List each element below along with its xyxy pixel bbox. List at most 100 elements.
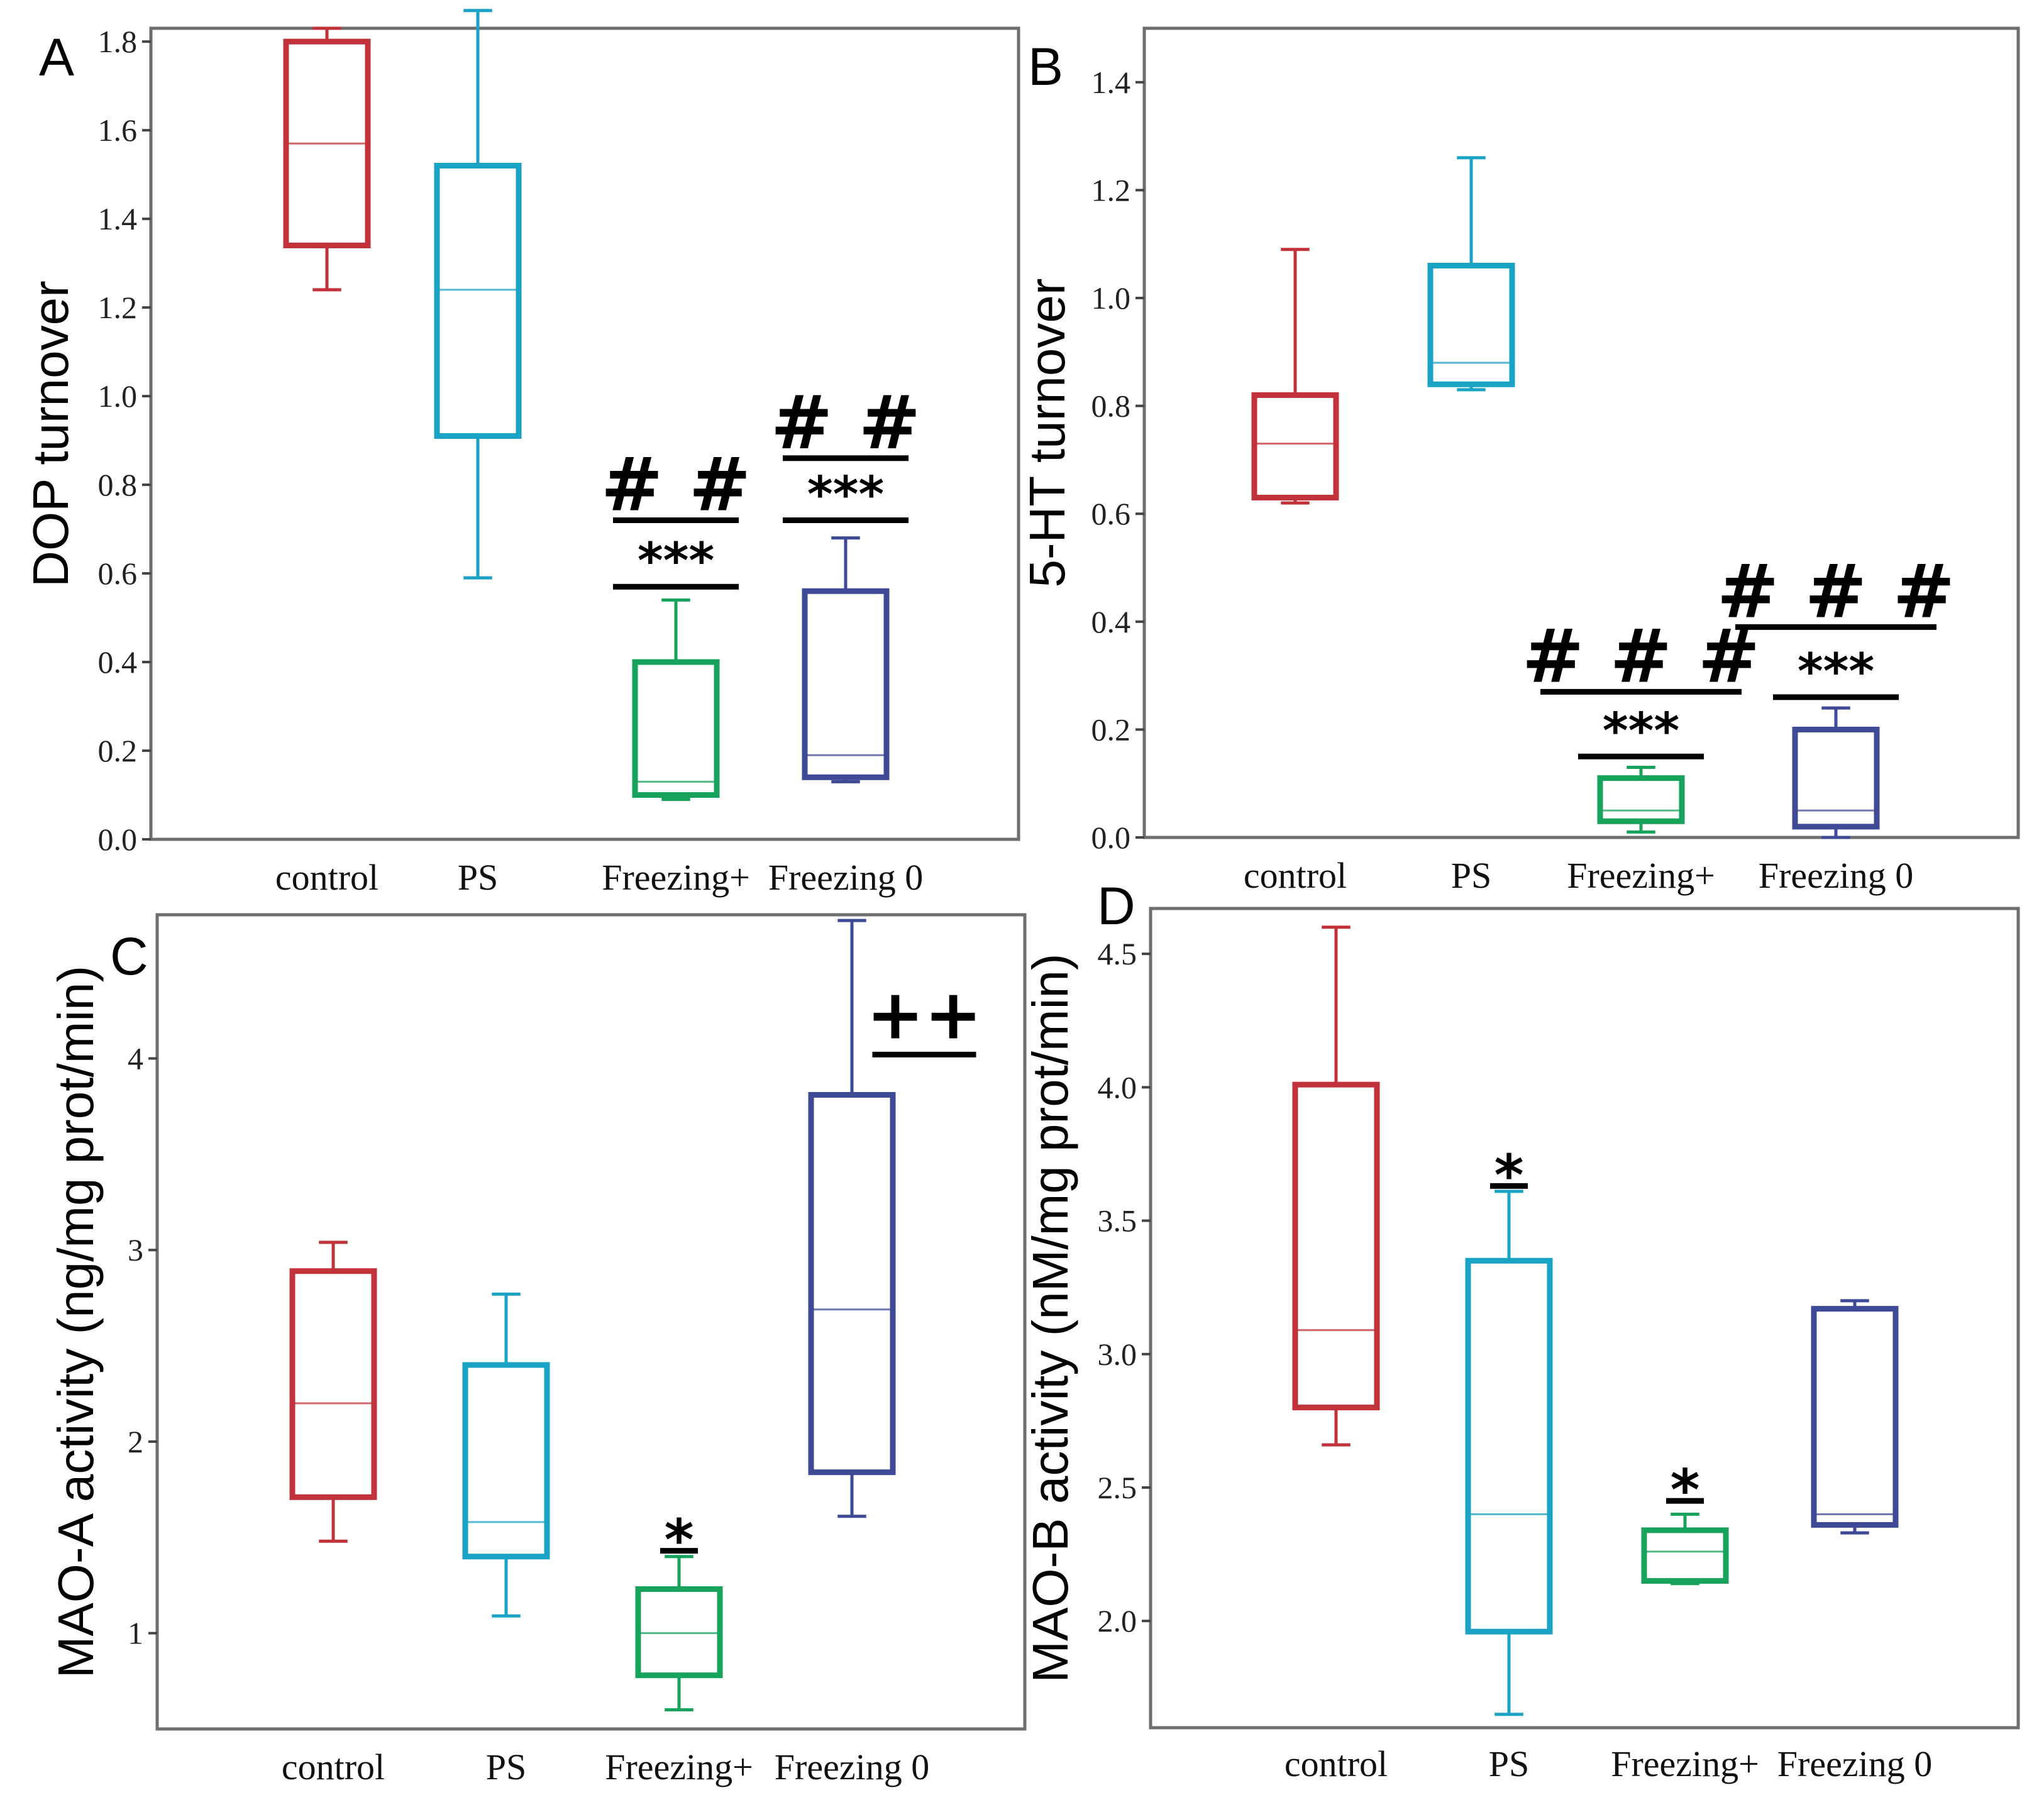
panel-d: D 2.0 2.5 3.0 3.5 4.0 4.5 MAO-B activity (nM/mg… xyxy=(1022,876,2020,1784)
sig-hash-freezingplus: # # xyxy=(601,441,751,527)
sig-star-freezingplus: * xyxy=(660,1508,698,1574)
x-tick-label-freezing-0: Freezing 0 xyxy=(1777,1743,1932,1784)
y-tick-label: 1.0 xyxy=(98,378,138,414)
box-freezingplus xyxy=(632,598,720,802)
y-tick-label: 0.6 xyxy=(98,556,138,591)
y-tick-label: 1.4 xyxy=(1091,65,1131,100)
panel-letter: A xyxy=(39,28,74,87)
y-tick-label: 0.0 xyxy=(1091,820,1131,855)
sig-hash-freezingplus: # # # xyxy=(1522,612,1760,699)
y-tick-label: 0.8 xyxy=(98,467,138,502)
y-axis-title: 5-HT turnover xyxy=(1019,278,1075,587)
y-axis-title: DOP turnover xyxy=(23,280,79,587)
x-tick-label-freezingplus: Freezing+ xyxy=(1611,1743,1759,1784)
sig-hash-freezing-0: # # # xyxy=(1717,548,1955,634)
y-tick-label: 0.8 xyxy=(1091,389,1131,424)
iqr-box xyxy=(632,659,720,798)
sig-label: *** xyxy=(1798,644,1874,700)
box-freezing-0 xyxy=(808,919,896,1518)
x-tick-label-ps: PS xyxy=(1489,1743,1530,1784)
x-tick-label-control: control xyxy=(1244,855,1347,896)
x-tick-label-control: control xyxy=(1284,1743,1388,1784)
iqr-box xyxy=(1292,1081,1380,1411)
sig-label: # # xyxy=(601,441,751,527)
iqr-box xyxy=(1811,1306,1899,1528)
y-tick-label: 3.0 xyxy=(1098,1337,1137,1372)
x-tick-label-freezingplus: Freezing+ xyxy=(1567,855,1715,896)
box-ps xyxy=(434,9,522,580)
iqr-box xyxy=(1792,726,1880,830)
iqr-box xyxy=(462,1362,550,1560)
x-tick-label-freezingplus: Freezing+ xyxy=(605,1747,753,1787)
x-tick-label-freezing-0: Freezing 0 xyxy=(768,857,923,898)
box-control xyxy=(1251,248,1339,505)
plot-frame xyxy=(1142,26,2020,839)
sig-star-ps: * xyxy=(1490,1142,1528,1208)
box-control xyxy=(289,1240,377,1543)
sig-label: # # xyxy=(771,379,921,466)
box-ps xyxy=(462,1292,550,1618)
y-tick-label: 0.2 xyxy=(1091,712,1131,747)
iqr-box xyxy=(808,1091,896,1476)
panel-letter: C xyxy=(110,927,148,986)
x-tick-label-ps: PS xyxy=(1451,855,1492,896)
sig-label: * xyxy=(1670,1457,1699,1523)
panel-letter: B xyxy=(1028,37,1063,96)
sig-plus-freezing-0: ++ xyxy=(866,974,982,1057)
sig-star-freezingplus: * xyxy=(1666,1457,1704,1523)
box-freezingplus xyxy=(1641,1512,1729,1586)
box-freezing-0 xyxy=(1792,706,1880,839)
y-tick-label: 0.4 xyxy=(1091,604,1131,639)
y-tick-label: 1.0 xyxy=(1091,280,1131,316)
sig-label: ++ xyxy=(866,974,982,1054)
x-tick-label-control: control xyxy=(282,1747,385,1787)
x-tick-label-freezing-0: Freezing 0 xyxy=(1759,855,1913,896)
x-tick-label-freezingplus: Freezing+ xyxy=(602,857,750,898)
box-control xyxy=(283,26,371,292)
iqr-box xyxy=(1641,1527,1729,1584)
sig-label: *** xyxy=(807,467,884,523)
iqr-box xyxy=(1251,392,1339,500)
x-tick-label-freezing-0: Freezing 0 xyxy=(775,1747,929,1787)
y-tick-label: 1 xyxy=(128,1616,143,1651)
x-tick-label-control: control xyxy=(275,857,378,898)
sig-label: # # # xyxy=(1522,612,1760,699)
iqr-box xyxy=(289,1268,377,1500)
y-tick-label: 0.4 xyxy=(98,644,138,680)
y-tick-label: 1.2 xyxy=(1091,172,1131,207)
box-freezing-0 xyxy=(1811,1299,1899,1535)
box-freezing-0 xyxy=(802,536,890,783)
y-tick-label: 0.6 xyxy=(1091,496,1131,531)
y-tick-label: 0.2 xyxy=(98,733,138,768)
iqr-box xyxy=(1597,775,1685,824)
y-tick-label: 2 xyxy=(128,1424,143,1459)
plot-frame xyxy=(155,913,1027,1731)
iqr-box xyxy=(1427,263,1515,387)
y-tick-label: 1.2 xyxy=(98,290,138,325)
box-ps xyxy=(1427,156,1515,392)
x-tick-label-ps: PS xyxy=(486,1747,527,1787)
plot-frame xyxy=(1149,907,2020,1730)
panel-c: C 1 2 3 4 MAO-A activity (ng/mg prot/min) cont… xyxy=(48,913,1027,1787)
x-tick-label-ps: PS xyxy=(458,857,499,898)
sig-label: *** xyxy=(638,533,714,590)
y-tick-label: 1.6 xyxy=(98,113,138,148)
box-ps xyxy=(1465,1190,1553,1716)
y-axis-title: MAO-A activity (ng/mg prot/min) xyxy=(48,966,104,1679)
box-freezingplus xyxy=(1597,765,1685,834)
y-tick-label: 0.0 xyxy=(98,822,138,857)
y-tick-label: 4 xyxy=(128,1041,143,1076)
sig-label: * xyxy=(664,1508,693,1574)
sig-label: # # # xyxy=(1717,548,1955,634)
iqr-box xyxy=(802,588,890,780)
y-tick-label: 3.5 xyxy=(1098,1203,1137,1239)
y-tick-label: 4.5 xyxy=(1098,936,1137,971)
box-control xyxy=(1292,925,1380,1447)
panel-a: A 0.0 0.2 0.4 0.6 0.8 1.0 1.2 1.4 1.6 1.8 DOP turno… xyxy=(23,9,1020,898)
sig-label: *** xyxy=(1603,703,1679,759)
iqr-box xyxy=(434,163,522,439)
y-axis-title: MAO-B activity (nM/mg prot/min) xyxy=(1022,953,1078,1682)
sig-star-freezing-0: *** xyxy=(1773,644,1899,700)
y-tick-label: 1.4 xyxy=(98,201,138,236)
